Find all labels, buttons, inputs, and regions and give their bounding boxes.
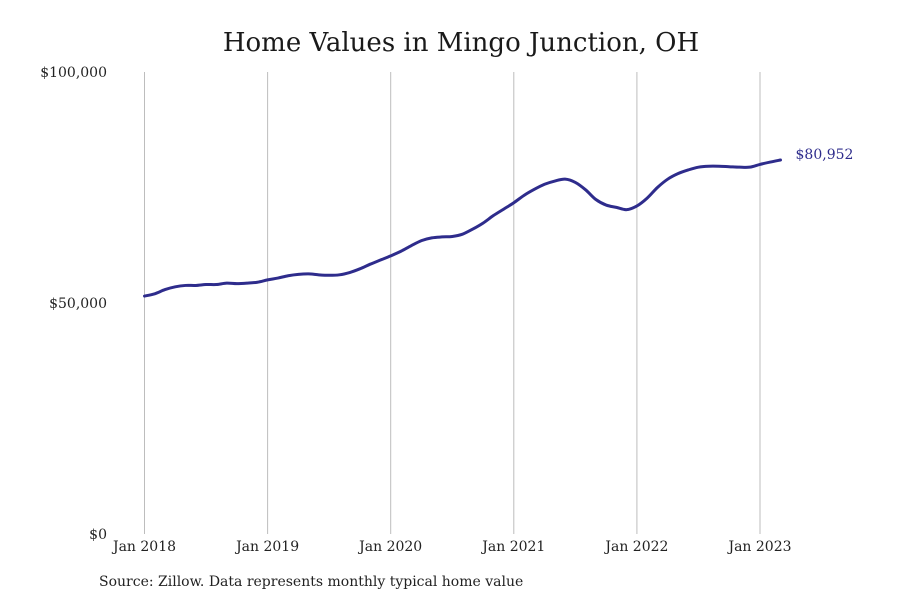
data-point xyxy=(286,274,290,278)
data-point xyxy=(481,221,485,225)
data-point xyxy=(143,294,147,298)
x-axis-ticks: Jan 2018 Jan 2019 Jan 2020 Jan 2021 Jan 2022… xyxy=(111,539,792,555)
y-tick-label: $0 xyxy=(89,527,107,543)
source-note: Source: Zillow. Data represents monthly … xyxy=(99,574,523,590)
y-tick-label: $50,000 xyxy=(49,296,107,312)
data-point xyxy=(717,164,721,168)
gridlines xyxy=(144,72,761,534)
data-point xyxy=(337,273,341,277)
data-point xyxy=(584,188,588,192)
data-point xyxy=(266,278,270,282)
data-point xyxy=(184,283,188,287)
data-point xyxy=(645,196,649,200)
data-point xyxy=(604,203,608,207)
data-point xyxy=(666,177,670,181)
x-tick-label: Jan 2019 xyxy=(234,539,299,555)
y-axis-ticks: $0 $50,000 $100,000 xyxy=(40,65,107,543)
data-point xyxy=(748,165,752,169)
data-point xyxy=(399,249,403,253)
data-point xyxy=(348,271,352,275)
data-point xyxy=(430,236,434,240)
data-point xyxy=(614,205,618,209)
data-point xyxy=(522,193,526,197)
data-point xyxy=(737,165,741,169)
data-point xyxy=(327,273,331,277)
data-point xyxy=(173,285,177,289)
data-point xyxy=(317,273,321,277)
data-point xyxy=(532,187,536,191)
data-point xyxy=(543,182,547,186)
data-point xyxy=(214,283,218,287)
data-point xyxy=(768,160,772,164)
data-point xyxy=(440,235,444,239)
series-layer xyxy=(143,158,783,298)
data-point xyxy=(194,283,198,287)
data-point xyxy=(204,283,208,287)
x-tick-label: Jan 2022 xyxy=(603,539,668,555)
data-point xyxy=(594,198,598,202)
data-point xyxy=(409,244,413,248)
end-value-label: $80,952 xyxy=(796,147,854,163)
data-point xyxy=(378,258,382,262)
data-point xyxy=(635,204,639,208)
data-point xyxy=(502,207,506,211)
data-point xyxy=(461,232,465,236)
data-point xyxy=(563,177,567,181)
data-point xyxy=(696,165,700,169)
data-point xyxy=(491,214,495,218)
data-point xyxy=(358,267,362,271)
x-tick-label: Jan 2023 xyxy=(726,539,791,555)
data-point xyxy=(707,164,711,168)
chart-title: Home Values in Mingo Junction, OH xyxy=(223,28,699,58)
data-point xyxy=(779,158,783,162)
data-point xyxy=(471,227,475,231)
x-tick-label: Jan 2021 xyxy=(480,539,545,555)
data-point xyxy=(389,254,393,258)
data-point xyxy=(296,272,300,276)
data-point xyxy=(625,208,629,212)
data-point xyxy=(276,276,280,280)
data-point xyxy=(368,262,372,266)
data-point xyxy=(419,239,423,243)
data-point xyxy=(655,186,659,190)
data-point xyxy=(235,282,239,286)
data-point xyxy=(686,168,690,172)
data-point xyxy=(573,180,577,184)
y-tick-label: $100,000 xyxy=(40,65,107,81)
data-point xyxy=(307,272,311,276)
data-point xyxy=(727,165,731,169)
data-point xyxy=(676,172,680,176)
data-point xyxy=(153,292,157,296)
series-line xyxy=(143,158,783,298)
data-point xyxy=(512,201,516,205)
data-point xyxy=(255,280,259,284)
data-point xyxy=(758,162,762,166)
data-point xyxy=(245,281,249,285)
x-tick-label: Jan 2020 xyxy=(357,539,422,555)
data-point xyxy=(225,281,229,285)
data-point xyxy=(163,288,167,292)
x-tick-label: Jan 2018 xyxy=(111,539,176,555)
data-point xyxy=(553,179,557,183)
data-point xyxy=(450,234,454,238)
